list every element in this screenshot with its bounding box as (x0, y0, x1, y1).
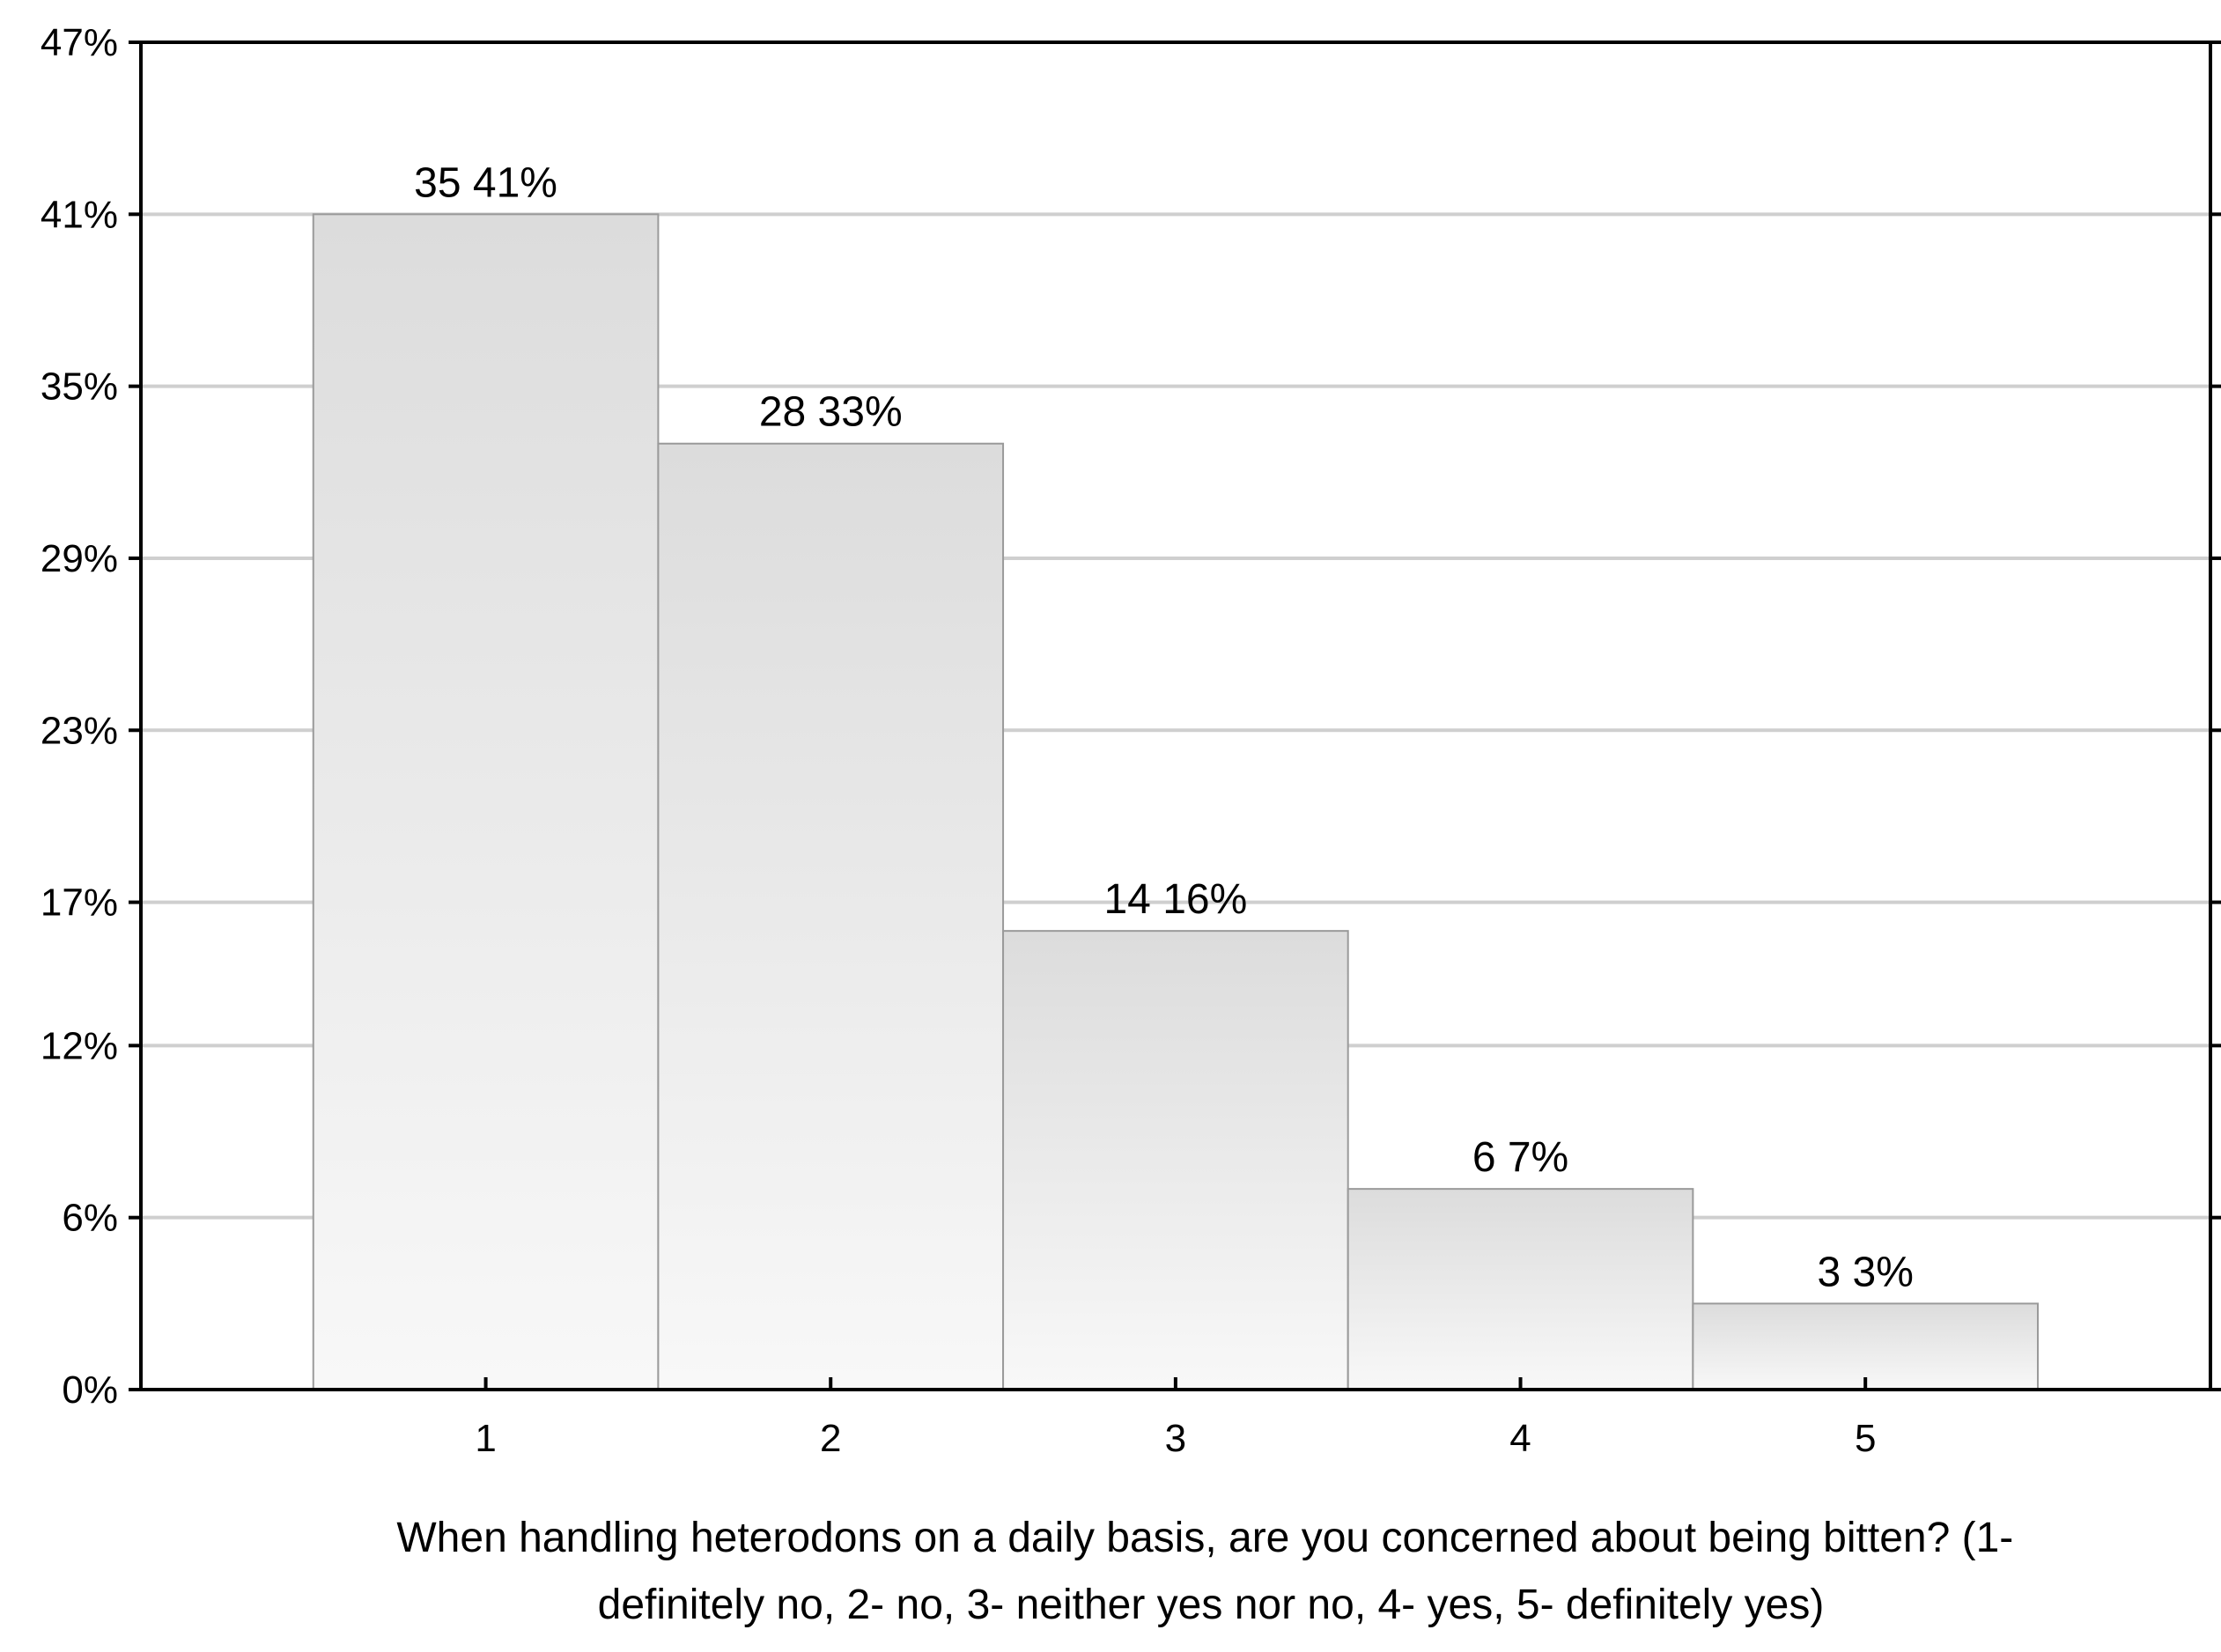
y-tick-label: 6% (62, 1197, 118, 1240)
x-tick-label: 2 (820, 1417, 841, 1460)
y-tick-label: 41% (41, 193, 118, 236)
bar-data-label: 35 41% (414, 159, 557, 206)
y-tick-label: 0% (62, 1368, 118, 1412)
x-axis-title-line-2: definitely no, 2- no, 3- neither yes nor… (598, 1582, 1825, 1628)
bar (312, 213, 660, 1391)
y-tick-label: 29% (41, 537, 118, 580)
y-tick-label: 17% (41, 881, 118, 925)
bar-data-label: 28 33% (759, 389, 903, 436)
bars (312, 213, 2040, 1391)
y-axis: 0% 6% 12% 17% 23% 29% 35% 41% 47% (41, 21, 2221, 1412)
x-tick-label: 5 (1855, 1417, 1876, 1460)
x-axis-title: When handling heterodons on a daily basi… (396, 1515, 2025, 1628)
bar (1347, 1188, 1694, 1391)
bar-data-label: 3 3% (1817, 1249, 1913, 1295)
y-tick-label: 47% (41, 21, 118, 64)
x-tick-label: 4 (1509, 1417, 1531, 1460)
y-tick-label: 23% (41, 709, 118, 752)
bar-data-label: 6 7% (1472, 1134, 1568, 1181)
bar-data-labels: 35 41% 28 33% 14 16% 6 7% 3 3% (414, 159, 1914, 1295)
bar (657, 442, 1005, 1391)
y-tick-label: 12% (41, 1024, 118, 1067)
bar-data-label: 14 16% (1103, 876, 1247, 923)
x-axis: 1 2 3 4 5 (475, 1377, 1876, 1460)
bar (1002, 930, 1349, 1390)
y-tick-label: 35% (41, 365, 118, 409)
x-tick-label: 1 (475, 1417, 496, 1460)
x-axis-title-line-1: When handling heterodons on a daily basi… (396, 1515, 2013, 1561)
bar (1692, 1302, 2040, 1391)
x-tick-label: 3 (1165, 1417, 1186, 1460)
